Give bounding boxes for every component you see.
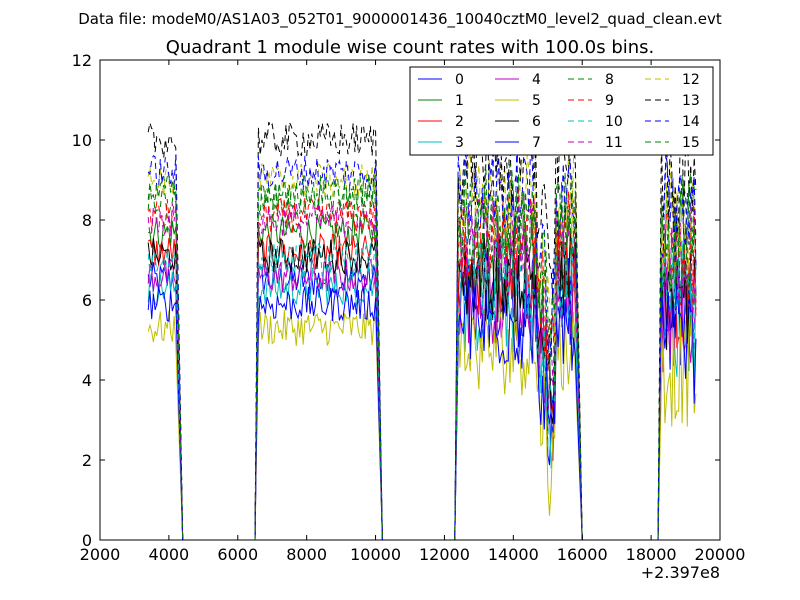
- x-tick-label: 12000: [419, 545, 470, 564]
- series-line-4: [147, 249, 697, 541]
- legend-label-14: 14: [682, 114, 700, 130]
- legend-label-8: 8: [605, 72, 614, 88]
- series-line-8: [147, 172, 697, 541]
- y-tick-label: 0: [82, 531, 92, 550]
- legend-label-13: 13: [682, 93, 700, 109]
- series-line-2: [147, 227, 697, 541]
- series-line-6: [147, 229, 697, 541]
- x-tick-label: 6000: [217, 545, 258, 564]
- series-line-7: [147, 276, 697, 541]
- x-tick-label: 14000: [488, 545, 539, 564]
- data-file-title: Data file: modeM0/AS1A03_052T01_90000014…: [78, 10, 722, 29]
- legend-label-9: 9: [605, 93, 614, 109]
- series-line-10: [147, 232, 697, 541]
- legend-label-7: 7: [532, 135, 541, 151]
- y-tick-label: 12: [72, 51, 92, 70]
- series-line-3: [147, 262, 697, 541]
- series-lines: [147, 112, 697, 541]
- series-line-13: [147, 112, 697, 541]
- x-tick-label: 2000: [80, 545, 121, 564]
- series-line-1: [148, 207, 697, 541]
- chart-title: Quadrant 1 module wise count rates with …: [166, 37, 655, 58]
- legend-label-2: 2: [455, 114, 464, 130]
- x-tick-label: 10000: [350, 545, 401, 564]
- legend-label-5: 5: [532, 93, 541, 109]
- x-tick-label: 8000: [286, 545, 327, 564]
- series-line-5: [147, 307, 697, 541]
- series-line-9: [147, 190, 697, 541]
- x-tick-label: 16000: [557, 545, 608, 564]
- y-tick-label: 8: [82, 211, 92, 230]
- x-tick-label: 18000: [626, 545, 677, 564]
- legend-label-3: 3: [455, 135, 464, 151]
- series-line-11: [147, 192, 697, 541]
- legend-label-15: 15: [682, 135, 700, 151]
- x-offset-label: +2.397e8: [641, 563, 720, 582]
- series-line-15: [147, 163, 697, 541]
- y-tick-label: 4: [82, 371, 92, 390]
- legend-frame: [409, 66, 714, 156]
- legend-label-10: 10: [605, 114, 623, 130]
- legend-label-12: 12: [682, 72, 700, 88]
- legend-label-6: 6: [532, 114, 541, 130]
- series-line-14: [147, 144, 697, 541]
- x-tick-label: 4000: [149, 545, 190, 564]
- y-tick-label: 10: [72, 131, 92, 150]
- legend-label-11: 11: [605, 135, 623, 151]
- legend-label-1: 1: [455, 93, 464, 109]
- y-tick-label: 2: [82, 451, 92, 470]
- axis-ticks: 2000 4000 6000 8000 10000 12000 14000 16000 1800…: [72, 51, 746, 564]
- legend-label-0: 0: [455, 72, 464, 88]
- y-tick-label: 6: [82, 291, 92, 310]
- x-tick-label: 20000: [695, 545, 746, 564]
- series-line-12: [147, 152, 697, 541]
- legend-label-4: 4: [532, 72, 541, 88]
- series-line-0: [147, 252, 697, 541]
